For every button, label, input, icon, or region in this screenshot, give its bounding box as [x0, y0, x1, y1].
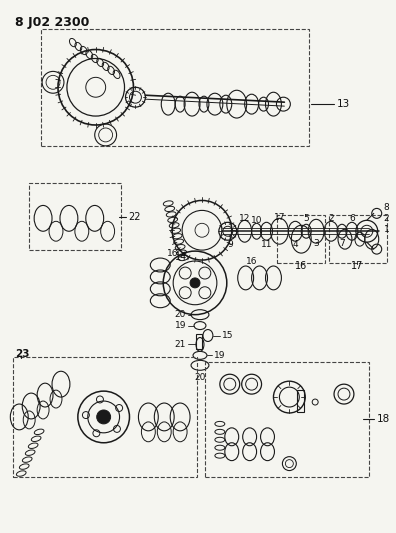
Bar — [13, 357, 197, 477]
Text: 9: 9 — [227, 240, 233, 249]
Text: 17: 17 — [351, 261, 363, 271]
Text: 14: 14 — [175, 252, 187, 262]
Bar — [329, 215, 386, 263]
Text: 1: 1 — [384, 225, 390, 234]
Bar — [278, 215, 325, 263]
Text: 8 J02 2300: 8 J02 2300 — [15, 16, 89, 29]
Text: 16: 16 — [168, 248, 179, 257]
Text: 12: 12 — [239, 214, 250, 223]
Text: 20: 20 — [175, 310, 186, 319]
Text: 23: 23 — [15, 349, 30, 359]
Text: 15: 15 — [222, 331, 233, 340]
Text: 22: 22 — [128, 212, 141, 222]
Bar — [196, 334, 202, 350]
Text: 3: 3 — [313, 239, 319, 248]
Text: 21: 21 — [175, 340, 186, 349]
Text: 16: 16 — [295, 261, 307, 271]
Text: 6: 6 — [349, 214, 355, 223]
Text: 10: 10 — [251, 216, 262, 225]
Text: 19: 19 — [214, 351, 225, 360]
Bar — [297, 390, 304, 412]
Text: 4: 4 — [293, 240, 298, 249]
Text: 2: 2 — [384, 214, 390, 223]
Text: 8: 8 — [384, 203, 390, 212]
Bar — [41, 29, 309, 146]
Circle shape — [97, 410, 110, 424]
Text: 16: 16 — [246, 256, 257, 265]
Text: 20: 20 — [194, 373, 206, 382]
Text: 2: 2 — [328, 214, 334, 223]
Text: 5: 5 — [303, 214, 309, 223]
Text: 13: 13 — [337, 99, 350, 109]
Text: 17: 17 — [274, 213, 285, 222]
Text: 18: 18 — [377, 414, 390, 424]
Text: 19: 19 — [175, 321, 186, 330]
Circle shape — [190, 278, 200, 288]
Text: 11: 11 — [261, 240, 272, 249]
Bar — [205, 362, 369, 477]
Text: 7: 7 — [339, 239, 345, 248]
Bar — [29, 183, 120, 250]
